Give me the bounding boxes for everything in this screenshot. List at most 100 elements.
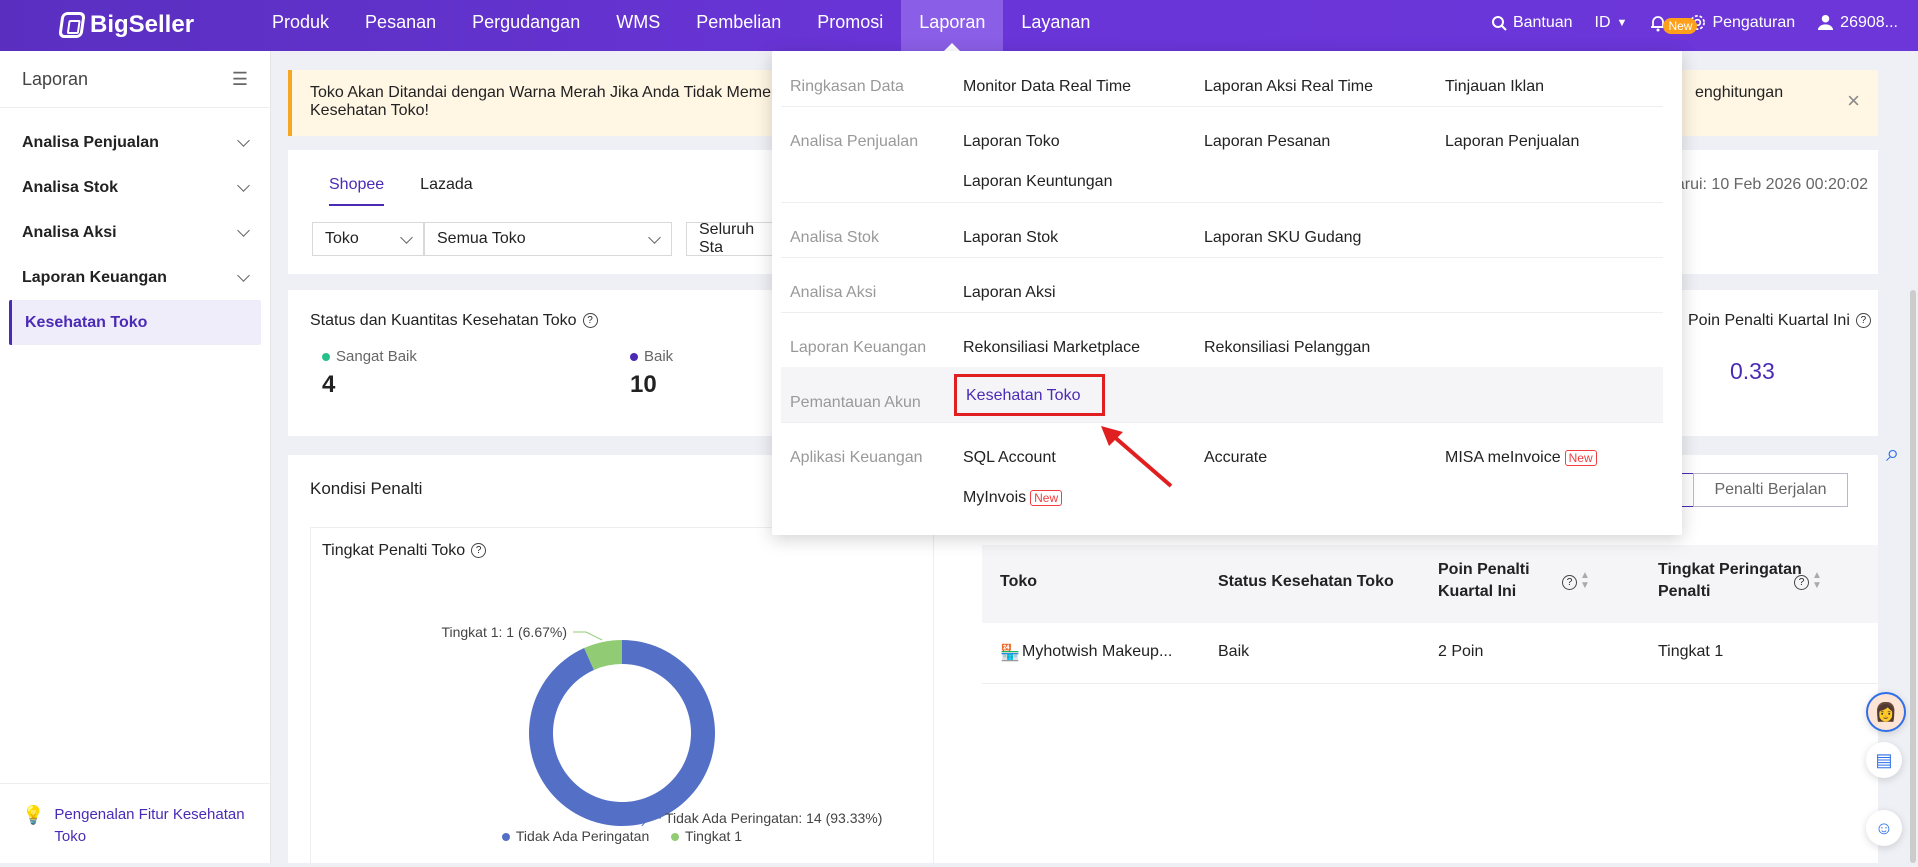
sidebar-item-label: Laporan Keuangan [22, 268, 167, 286]
penalty-points-title-wrap: Poin Penalti Kuartal Ini? [1688, 312, 1871, 330]
help-icon[interactable]: ? [471, 543, 487, 559]
menu-item-accurate[interactable]: Accurate [1204, 449, 1268, 466]
store-type-select[interactable]: Toko [312, 222, 424, 256]
tab-shopee[interactable]: Shopee [329, 176, 385, 206]
nav-laporan[interactable]: Laporan [901, 0, 1004, 51]
nav-pesanan[interactable]: Pesanan [365, 12, 437, 32]
menu-category: Analisa Penjualan [790, 133, 919, 150]
menu-item-myinvois[interactable]: MyInvois New [963, 489, 1063, 507]
sidebar-item-label: Analisa Penjualan [22, 133, 159, 151]
menu-item-monitor-data-real-time[interactable]: Monitor Data Real Time [963, 78, 1132, 95]
settings-link[interactable]: Pengaturan [1689, 14, 1795, 32]
nav-pembelian[interactable]: Pembelian [696, 12, 782, 32]
sidebar-item-analisa-aksi[interactable]: Analisa Aksi [0, 210, 270, 255]
cell-tingkat: Tingkat 1 [1658, 643, 1724, 660]
store-select[interactable]: Semua Toko [424, 222, 672, 256]
new-badge: New [1663, 17, 1698, 34]
donut-slice-0[interactable] [529, 640, 715, 826]
chevron-down-icon [400, 230, 413, 244]
page-scrollbar[interactable] [1910, 290, 1916, 863]
slice-label-1: Tingkat 1: 1 (6.67%) [441, 624, 567, 640]
menu-category: Laporan Keuangan [790, 339, 927, 356]
bell-icon [1651, 15, 1666, 31]
sidebar-item-analisa-penjualan[interactable]: Analisa Penjualan [0, 120, 270, 165]
table-row[interactable]: 🏪 Myhotwish Makeup... Baik 2 Poin Tingka… [982, 623, 1878, 684]
menu-item-sql-account[interactable]: SQL Account [963, 449, 1056, 466]
menu-row-laporan-keuangan: Laporan Keuangan Rekonsiliasi Marketplac… [781, 312, 1663, 368]
sidebar-header: Laporan ☰ [0, 51, 270, 108]
user-menu[interactable]: 26908... [1817, 14, 1898, 32]
donut-chart: Tidak Ada Peringatan: 14 (93.33%) Tingkat… [441, 624, 882, 827]
stat-label: Sangat Baik [336, 348, 417, 365]
legend-label[interactable]: Tidak Ada Peringatan [515, 828, 650, 844]
sidebar-item-kesehatan-toko[interactable]: Kesehatan Toko [9, 300, 261, 345]
close-icon[interactable]: × [1847, 88, 1860, 113]
menu-item-label: MyInvois [963, 489, 1027, 506]
nav-promosi[interactable]: Promosi [817, 12, 884, 32]
nav-produk[interactable]: Produk [272, 12, 330, 32]
language-select[interactable]: ID ▼ [1595, 14, 1628, 32]
updated-timestamp: barui: 10 Feb 2026 00:20:02 [1666, 176, 1868, 193]
chart-title: Tingkat Penalti Toko [322, 542, 466, 559]
menu-item-laporan-pesanan[interactable]: Laporan Pesanan [1204, 133, 1331, 150]
menu-item-kesehatan-toko[interactable]: Kesehatan Toko [954, 374, 1106, 416]
help-icon[interactable]: ? [1794, 575, 1809, 590]
menu-item-rekonsiliasi-marketplace[interactable]: Rekonsiliasi Marketplace [963, 339, 1140, 356]
sort-icon[interactable]: ▲ ▼ [1812, 570, 1822, 591]
help-icon[interactable]: ? [1855, 313, 1871, 329]
sidebar-item-analisa-stok[interactable]: Analisa Stok [0, 165, 270, 210]
col-poin[interactable]: Poin Penalti Kuartal Ini [1438, 561, 1530, 601]
chevron-down-icon [237, 269, 250, 282]
main-nav: Produk Pesanan Pergudangan WMS Pembelian… [254, 0, 1108, 51]
stat-baik: Baik 10 [630, 348, 673, 399]
chevron-down-icon [237, 179, 250, 192]
chat-icon[interactable]: ▤ [1866, 742, 1902, 778]
nav-layanan[interactable]: Layanan [1021, 12, 1091, 32]
col-tingkat[interactable]: Tingkat Peringatan Penalti [1658, 561, 1802, 601]
menu-item-rekonsiliasi-pelanggan[interactable]: Rekonsiliasi Pelanggan [1204, 339, 1371, 356]
collapse-sidebar-icon[interactable]: ☰ [231, 68, 248, 89]
help-link[interactable]: Bantuan [1491, 14, 1573, 32]
sidebar-item-laporan-keuangan[interactable]: Laporan Keuangan [0, 255, 270, 300]
green-dot-icon [322, 353, 330, 361]
sidebar-item-label: Kesehatan Toko [25, 313, 148, 331]
lightbulb-icon: 💡 [22, 805, 45, 825]
status-select[interactable]: Seluruh Sta [686, 221, 776, 256]
laporan-dropdown-menu: Ringkasan Data Monitor Data Real Time La… [772, 51, 1682, 535]
sort-icon[interactable]: ▲ ▼ [1580, 570, 1590, 591]
new-tag: New [1564, 449, 1597, 466]
notification-button[interactable]: New [1649, 14, 1698, 34]
cell-toko[interactable]: Myhotwish Makeup... [1022, 643, 1173, 660]
menu-item-laporan-sku-gudang[interactable]: Laporan SKU Gudang [1204, 229, 1362, 246]
nav-pergudangan[interactable]: Pergudangan [472, 12, 581, 32]
user-icon [1818, 14, 1834, 31]
magnifier-icon[interactable]: ⌕ [1886, 440, 1900, 467]
menu-category: Aplikasi Keuangan [790, 449, 923, 466]
legend-label[interactable]: Tingkat 1 [685, 828, 743, 844]
feature-intro-link[interactable]: 💡 Pengenalan Fitur Kesehatan Toko [0, 783, 270, 863]
menu-item-laporan-stok[interactable]: Laporan Stok [963, 229, 1059, 246]
help-icon[interactable]: ? [1562, 575, 1577, 590]
donut-slice-1[interactable] [584, 640, 622, 670]
support-avatar[interactable]: 👩 [1866, 692, 1906, 732]
purple-dot-icon [630, 353, 638, 361]
menu-item-laporan-aksi-real-time[interactable]: Laporan Aksi Real Time [1204, 78, 1373, 95]
col-poin-line2: Kuartal Ini [1438, 583, 1517, 600]
menu-item-tinjauan-iklan[interactable]: Tinjauan Iklan [1445, 78, 1545, 95]
menu-item-label: MISA meInvoice [1445, 449, 1561, 466]
menu-item-misa-meinvoice[interactable]: MISA meInvoice New [1445, 449, 1597, 467]
nav-wms[interactable]: WMS [616, 12, 661, 32]
help-label: Bantuan [1512, 13, 1573, 31]
col-tingkat-line1: Tingkat Peringatan [1658, 561, 1802, 578]
top-right-tools: Bantuan ID ▼ New Pengaturan 26908... [1491, 0, 1898, 45]
menu-item-laporan-keuntungan[interactable]: Laporan Keuntungan [963, 173, 1113, 190]
feedback-icon[interactable]: ☺ [1866, 810, 1902, 846]
help-icon[interactable]: ? [582, 313, 598, 329]
label-leader-line [641, 817, 661, 827]
menu-item-laporan-penjualan[interactable]: Laporan Penjualan [1445, 133, 1580, 150]
menu-item-laporan-aksi[interactable]: Laporan Aksi [963, 284, 1056, 301]
menu-item-laporan-toko[interactable]: Laporan Toko [963, 133, 1060, 150]
running-penalty-button[interactable]: Penalti Berjalan [1693, 473, 1848, 507]
bigseller-logo[interactable]: BigSeller [58, 10, 194, 40]
tab-lazada[interactable]: Lazada [420, 176, 473, 193]
